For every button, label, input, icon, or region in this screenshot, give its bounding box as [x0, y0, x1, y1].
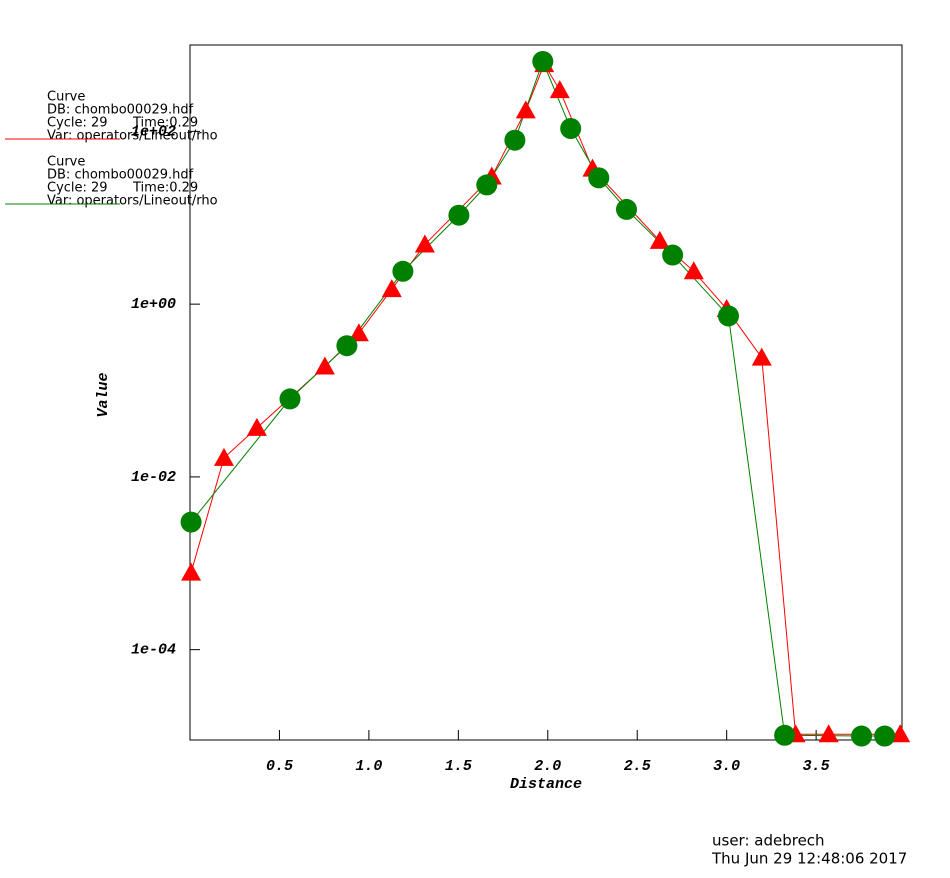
marker: [649, 230, 670, 249]
marker: [180, 511, 202, 533]
legend-db: DB: chombo00029.hdf: [47, 103, 194, 118]
marker: [549, 80, 570, 99]
marker: [818, 724, 839, 743]
marker: [213, 447, 234, 466]
x-axis-label: Distance: [510, 776, 582, 793]
marker: [532, 50, 554, 72]
y-tick-label: 1e+02: [131, 123, 176, 140]
marker: [181, 562, 202, 581]
marker: [246, 417, 267, 436]
legend-var: Var: operators/Lineout/rho: [47, 129, 218, 144]
y-tick-label: 1e-02: [131, 469, 176, 486]
legend-db: DB: chombo00029.hdf: [47, 168, 194, 183]
x-tick-label: 0.5: [266, 758, 293, 775]
y-tick-label: 1e-04: [131, 642, 176, 659]
marker: [874, 725, 896, 747]
y-axis-label: Value: [95, 372, 112, 417]
marker: [476, 174, 498, 196]
marker: [314, 356, 335, 375]
marker: [560, 117, 582, 139]
marker: [662, 244, 684, 266]
marker: [279, 388, 301, 410]
legend-title: Curve: [47, 90, 85, 105]
legend-title: Curve: [47, 155, 85, 170]
x-tick-label: 1.0: [355, 758, 382, 775]
legend-var: Var: operators/Lineout/rho: [47, 194, 218, 209]
legend-cycle: Cycle: 29: [47, 116, 108, 131]
marker: [683, 261, 704, 280]
marker: [348, 323, 369, 342]
y-tick-label: 1e+00: [131, 296, 176, 313]
legend-time: Time:0.29: [132, 116, 198, 131]
marker: [448, 204, 470, 226]
marker: [504, 129, 526, 151]
user-label: user: adebrech: [712, 832, 825, 850]
marker: [717, 305, 739, 327]
x-tick-label: 2.5: [624, 758, 651, 775]
date-label: Thu Jun 29 12:48:06 2017: [711, 850, 907, 868]
x-tick-label: 1.5: [445, 758, 472, 775]
marker: [751, 347, 772, 366]
marker: [414, 234, 435, 253]
marker: [381, 279, 402, 298]
marker: [336, 335, 358, 357]
marker: [616, 198, 638, 220]
marker: [392, 260, 414, 282]
legend-time: Time:0.29: [132, 181, 198, 196]
x-tick-label: 3.0: [713, 758, 740, 775]
marker: [515, 100, 536, 119]
marker: [588, 167, 610, 189]
marker: [890, 724, 911, 743]
marker: [774, 724, 796, 746]
legend-cycle: Cycle: 29: [47, 181, 108, 196]
plot-frame: [189, 44, 903, 741]
marker: [851, 725, 873, 747]
x-tick-label: 2.0: [534, 758, 561, 775]
x-tick-label: 3.5: [803, 758, 830, 775]
